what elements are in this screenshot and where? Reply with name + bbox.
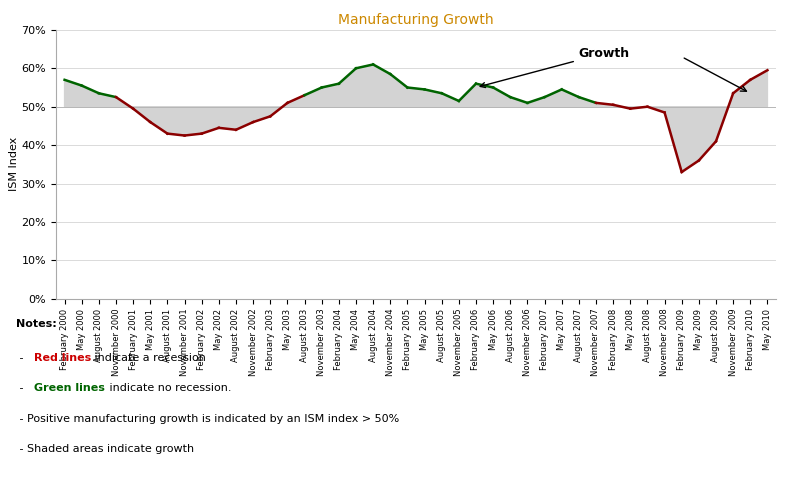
Title: Manufacturing Growth: Manufacturing Growth: [338, 13, 494, 27]
Text: Green lines: Green lines: [34, 383, 105, 393]
Text: - Shaded areas indicate growth: - Shaded areas indicate growth: [16, 444, 194, 454]
Text: -: -: [16, 353, 27, 363]
Text: Notes:: Notes:: [16, 319, 57, 329]
Text: Growth: Growth: [480, 47, 630, 88]
Text: indicate a recession: indicate a recession: [91, 353, 206, 363]
Text: indicate no recession.: indicate no recession.: [106, 383, 231, 393]
Text: -: -: [16, 383, 27, 393]
Y-axis label: ISM Index: ISM Index: [9, 137, 18, 191]
Text: Red lines: Red lines: [34, 353, 91, 363]
Text: - Positive manufacturing growth is indicated by an ISM index > 50%: - Positive manufacturing growth is indic…: [16, 413, 399, 423]
